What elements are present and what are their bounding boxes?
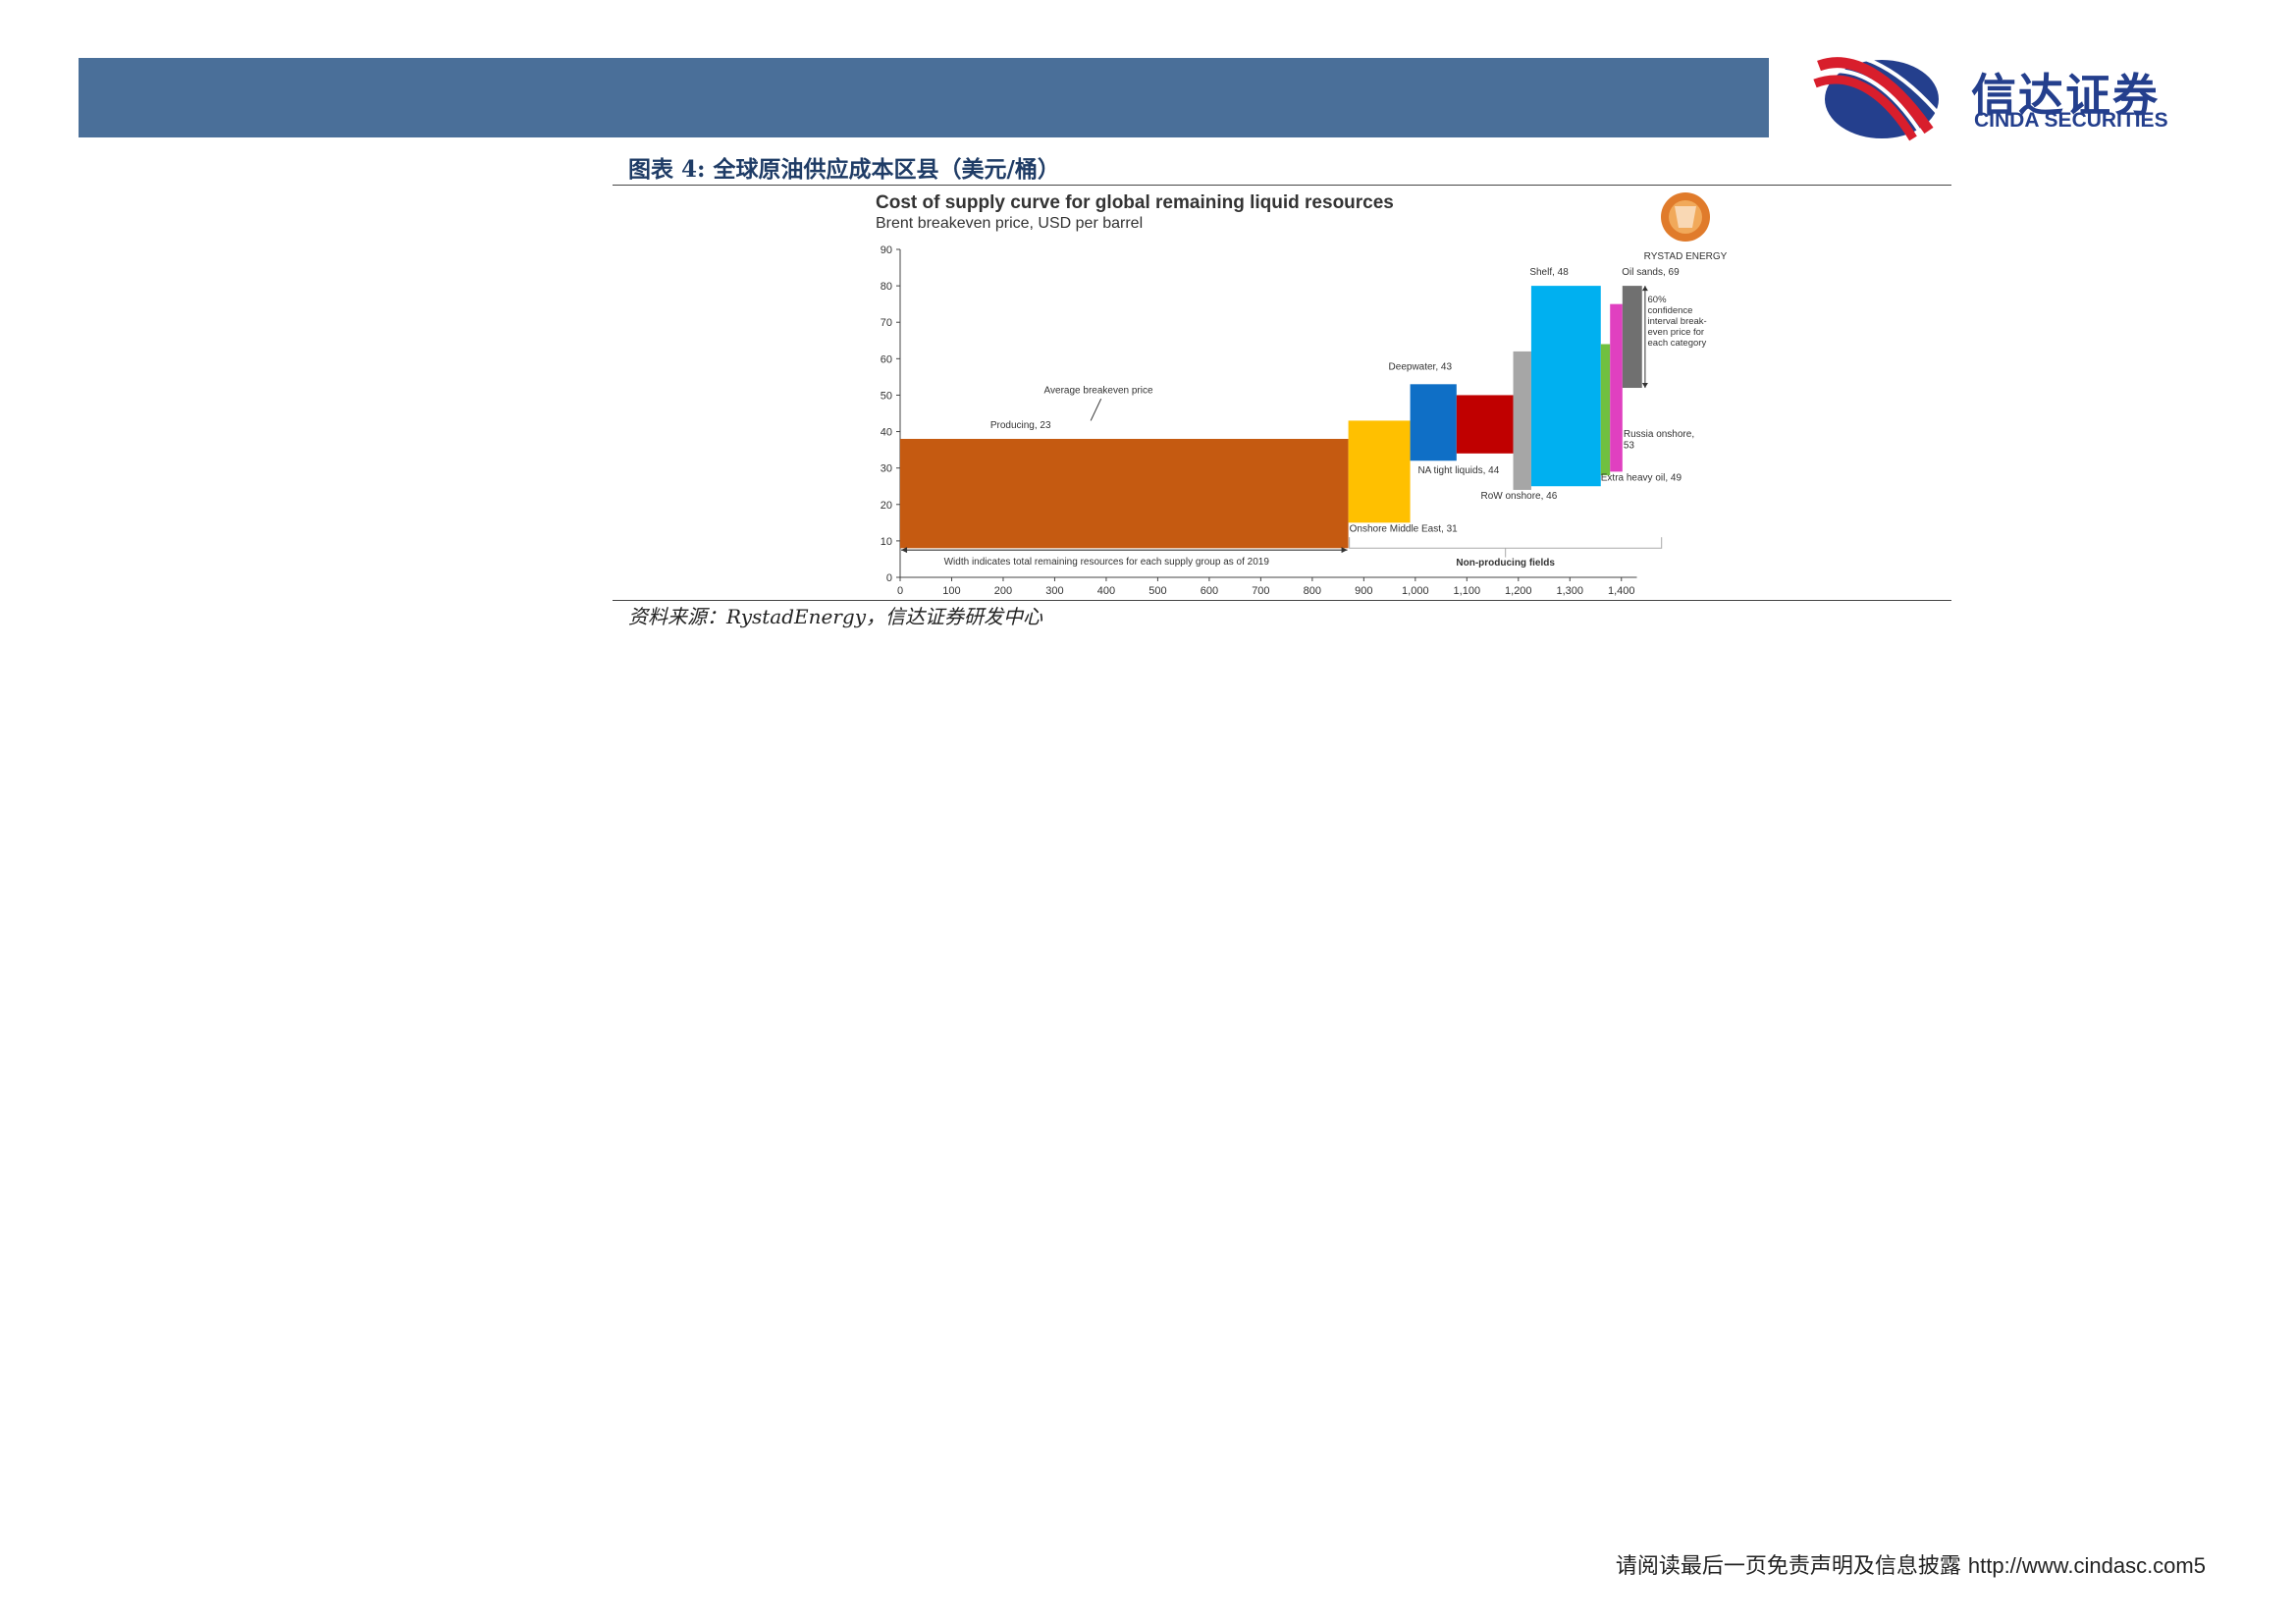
x-tick-label: 300 <box>1045 585 1063 597</box>
chart-subtitle: Brent breakeven price, USD per barrel <box>876 215 1143 232</box>
box-label-0: Producing, 23 <box>990 420 1051 431</box>
y-tick-label: 0 <box>886 572 892 584</box>
supply-box-5 <box>1530 286 1601 487</box>
supply-box-3 <box>1456 395 1514 454</box>
box-label-8: Oil sands, 69 <box>1622 267 1680 278</box>
chart-svg: Cost of supply curve for global remainin… <box>876 192 1728 597</box>
y-tick-label: 40 <box>881 427 892 439</box>
confidence-note-line: 60% <box>1648 295 1668 305</box>
x-tick-label: 1,400 <box>1608 585 1635 597</box>
x-tick-label: 900 <box>1355 585 1372 597</box>
supply-box-6 <box>1600 344 1611 476</box>
box-label-7: Extra heavy oil, 49 <box>1601 473 1682 484</box>
chart-title: Cost of supply curve for global remainin… <box>876 192 1394 213</box>
box-label-2: Deepwater, 43 <box>1389 361 1453 372</box>
page-number: 5 <box>2193 1553 2206 1578</box>
box-label-5: Shelf, 48 <box>1529 267 1569 278</box>
disclaimer-text: 请阅读最后一页免责声明及信息披露 <box>1615 1554 1961 1579</box>
avg-breakeven-arrow <box>1090 398 1102 421</box>
rystad-logo-icon <box>1661 192 1710 242</box>
supply-box-1 <box>1348 420 1411 523</box>
company-logo: 信达证券 CINDA SECURITIES <box>1811 54 2204 142</box>
x-tick-label: 1,200 <box>1505 585 1532 597</box>
y-tick-label: 50 <box>881 390 892 402</box>
x-tick-label: 1,000 <box>1402 585 1429 597</box>
confidence-note-line: even price for <box>1648 327 1705 338</box>
confidence-note-line: interval break- <box>1648 316 1707 327</box>
cinda-logo-icon <box>1813 54 1945 141</box>
brand-name-en: CINDA SECURITIES <box>1974 109 2168 132</box>
confidence-note-line: each category <box>1648 338 1707 349</box>
y-tick-label: 70 <box>881 317 892 329</box>
y-tick-label: 30 <box>881 463 892 475</box>
supply-box-2 <box>1410 384 1457 461</box>
brand-name-cn: 信达证券 <box>1971 69 2160 122</box>
confidence-note-line: confidence <box>1648 305 1693 316</box>
supply-box-0 <box>900 438 1349 549</box>
width-note: Width indicates total remaining resource… <box>944 557 1270 568</box>
box-label-6a: Russia onshore, <box>1624 429 1694 440</box>
confidence-arrow-head-bottom <box>1641 383 1648 389</box>
rystad-logo-text: RYSTAD ENERGY <box>1644 251 1728 262</box>
figure-top-rule <box>613 185 1951 186</box>
supply-cost-chart: Cost of supply curve for global remainin… <box>864 185 1728 597</box>
y-tick-label: 90 <box>881 244 892 256</box>
width-arrow-head-right <box>1341 547 1348 554</box>
figure-title: 图表 4: 全球原油供应成本区县（美元/桶） <box>628 156 1060 183</box>
box-label-6b: 53 <box>1624 440 1635 451</box>
figure-bottom-rule <box>613 600 1951 601</box>
x-tick-label: 1,300 <box>1557 585 1584 597</box>
figure-source: 资料来源：RystadEnergy，信达证券研发中心 <box>628 605 1043 628</box>
x-tick-label: 0 <box>897 585 903 597</box>
x-tick-label: 600 <box>1201 585 1218 597</box>
x-tick-label: 500 <box>1148 585 1166 597</box>
non-producing-note: Non-producing fields <box>1456 558 1555 568</box>
y-tick-label: 10 <box>881 536 892 548</box>
box-label-4: RoW onshore, 46 <box>1480 491 1557 502</box>
box-label-1: Onshore Middle East, 31 <box>1350 524 1458 535</box>
website-link[interactable]: http://www.cindasc.com <box>1967 1553 2194 1578</box>
supply-box-8 <box>1622 286 1642 389</box>
non-producing-bracket <box>1349 537 1663 549</box>
header-bar <box>79 58 1769 137</box>
avg-breakeven-note: Average breakeven price <box>1044 386 1153 397</box>
x-tick-label: 800 <box>1304 585 1321 597</box>
box-label-3: NA tight liquids, 44 <box>1417 465 1499 476</box>
y-tick-label: 80 <box>881 281 892 293</box>
x-tick-label: 700 <box>1252 585 1269 597</box>
x-tick-label: 100 <box>942 585 960 597</box>
y-tick-label: 20 <box>881 500 892 512</box>
supply-box-7 <box>1610 303 1623 472</box>
confidence-arrow-head-top <box>1641 286 1648 292</box>
y-tick-label: 60 <box>881 353 892 365</box>
x-tick-label: 400 <box>1097 585 1115 597</box>
page-footer: 请阅读最后一页免责声明及信息披露 http://www.cindasc.com5 <box>1616 1548 2206 1580</box>
x-tick-label: 200 <box>994 585 1012 597</box>
x-tick-label: 1,100 <box>1454 585 1481 597</box>
supply-box-4 <box>1513 351 1531 490</box>
width-arrow-head-left <box>901 547 908 554</box>
